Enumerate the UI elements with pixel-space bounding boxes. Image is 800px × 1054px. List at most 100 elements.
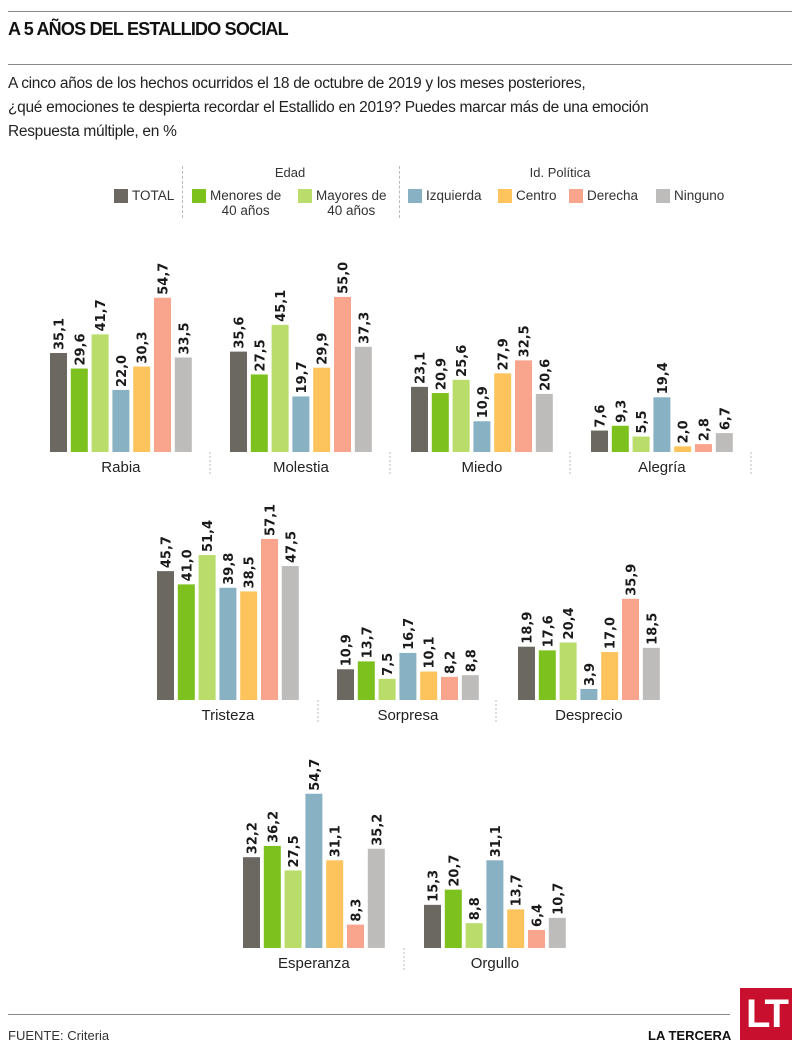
bar-alegria-3 bbox=[653, 397, 671, 452]
bar-miedo-3 bbox=[473, 421, 491, 452]
bar-value-label: 10,1 bbox=[423, 636, 438, 668]
bar-group-orgullo: 15,3 20,7 8,8 31,1 13,7 6,4 10,7 Orgullo bbox=[424, 825, 566, 972]
bar-value-label: 2,8 bbox=[698, 418, 713, 441]
bar-molestia-3 bbox=[292, 396, 310, 452]
bar-value-label: 35,9 bbox=[625, 564, 640, 596]
bar-orgullo-5 bbox=[528, 929, 545, 948]
bar-group-sorpresa: 10,9 13,7 7,5 16,7 10,1 8,2 8,8 Sorpresa bbox=[337, 618, 497, 724]
source-value: Criteria bbox=[67, 1028, 110, 1043]
bar-value-label: 18,5 bbox=[645, 613, 660, 645]
bar-value-label: 41,7 bbox=[94, 299, 109, 331]
bar-sorpresa-5 bbox=[441, 676, 458, 700]
bar-value-label: 3,9 bbox=[583, 663, 598, 686]
subtitle-line-3: Respuesta múltiple, en % bbox=[8, 123, 177, 140]
bar-value-label: 30,3 bbox=[136, 331, 151, 363]
bar-value-label: 25,6 bbox=[455, 345, 470, 377]
bar-alegria-4 bbox=[674, 446, 692, 452]
bar-value-label: 20,6 bbox=[538, 359, 553, 391]
bar-sorpresa-0 bbox=[337, 669, 354, 700]
bar-value-label: 51,4 bbox=[201, 520, 216, 552]
bar-value-label: 54,7 bbox=[157, 263, 172, 295]
bar-value-label: 35,1 bbox=[53, 318, 68, 350]
bar-group-tristeza: 45,7 41,0 51,4 39,8 38,5 57,1 47,5 Tristeza bbox=[157, 504, 319, 724]
bar-value-label: 47,5 bbox=[284, 531, 299, 563]
subtitle-line-1: A cinco años de los hechos ocurridos el … bbox=[8, 75, 586, 92]
bar-value-label: 17,6 bbox=[541, 615, 556, 647]
bar-sorpresa-3 bbox=[399, 652, 417, 700]
bar-value-label: 13,7 bbox=[360, 626, 375, 658]
legend-swatch-menores bbox=[192, 189, 206, 203]
bar-value-label: 23,1 bbox=[414, 352, 429, 384]
bar-value-label: 45,1 bbox=[274, 290, 289, 322]
bar-value-label: 19,4 bbox=[656, 362, 671, 394]
bar-esperanza-5 bbox=[347, 924, 364, 948]
bar-value-label: 5,5 bbox=[635, 410, 650, 433]
legend-swatch-izquierda bbox=[408, 189, 422, 203]
category-label: Molestia bbox=[273, 459, 330, 476]
bar-molestia-0 bbox=[230, 351, 247, 452]
bar-value-label: 8,8 bbox=[468, 897, 483, 920]
bar-group-desprecio: 18,9 17,6 20,4 3,9 17,0 35,9 18,5 Desprecio bbox=[518, 564, 660, 724]
bar-value-label: 8,2 bbox=[444, 651, 459, 674]
source-note: FUENTE: Criteria bbox=[8, 1028, 109, 1043]
category-label: Desprecio bbox=[555, 707, 623, 724]
category-label: Miedo bbox=[461, 459, 502, 476]
bar-value-label: 10,9 bbox=[476, 386, 491, 418]
bar-tristeza-0 bbox=[157, 571, 174, 700]
legend-label-mayores: Mayores de bbox=[316, 188, 387, 203]
category-label: Orgullo bbox=[471, 955, 519, 972]
bar-value-label: 38,5 bbox=[243, 556, 258, 588]
bar-sorpresa-2 bbox=[378, 678, 396, 700]
bar-desprecio-1 bbox=[538, 650, 556, 700]
bar-desprecio-4 bbox=[601, 652, 619, 700]
bar-alegria-5 bbox=[695, 444, 712, 452]
legend-label-izquierda: Izquierda bbox=[426, 188, 482, 203]
bar-tristeza-2 bbox=[198, 555, 216, 700]
bar-esperanza-0 bbox=[243, 857, 260, 948]
bar-value-label: 2,0 bbox=[677, 420, 692, 443]
bar-orgullo-4 bbox=[507, 909, 525, 948]
category-label: Alegría bbox=[638, 459, 686, 476]
legend-item-mayores: Mayores de 40 años bbox=[298, 188, 387, 218]
bar-value-label: 20,4 bbox=[562, 607, 577, 639]
bar-value-label: 36,2 bbox=[266, 811, 281, 843]
bar-charts: 35,1 29,6 41,7 22,0 30,3 54,7 33,5 Rabia 35,6 27,… bbox=[50, 262, 752, 972]
bar-value-label: 22,0 bbox=[115, 355, 130, 387]
chart-title: A 5 AÑOS DEL ESTALLIDO SOCIAL bbox=[8, 19, 289, 39]
bar-esperanza-1 bbox=[263, 845, 281, 948]
bar-value-label: 6,4 bbox=[531, 904, 546, 927]
bar-value-label: 7,5 bbox=[381, 653, 396, 676]
bar-value-label: 33,5 bbox=[177, 322, 192, 354]
footer-rule bbox=[8, 1014, 730, 1015]
bar-value-label: 55,0 bbox=[337, 262, 352, 294]
bar-sorpresa-4 bbox=[420, 671, 438, 700]
bar-value-label: 18,9 bbox=[521, 612, 536, 644]
bar-group-miedo: 23,1 20,9 25,6 10,9 27,9 32,5 20,6 Miedo bbox=[411, 325, 571, 476]
bar-rabia-3 bbox=[112, 389, 130, 452]
bar-orgullo-2 bbox=[465, 923, 483, 948]
legend-item-total: TOTAL bbox=[114, 188, 174, 203]
legend-item-derecha: Derecha bbox=[569, 188, 638, 203]
bar-group-alegria: 7,6 9,3 5,5 19,4 2,0 2,8 6,7 Alegría bbox=[591, 362, 752, 476]
legend-item-centro: Centro bbox=[498, 188, 557, 203]
legend-swatch-centro bbox=[498, 189, 512, 203]
bar-miedo-1 bbox=[431, 393, 449, 452]
bar-value-label: 13,7 bbox=[510, 874, 525, 906]
bar-tristeza-6 bbox=[281, 566, 299, 700]
bar-rabia-2 bbox=[91, 334, 109, 452]
bar-molestia-5 bbox=[334, 296, 351, 452]
legend-label-menores: Menores de bbox=[210, 188, 282, 203]
title-rule bbox=[8, 64, 792, 65]
bar-orgullo-3 bbox=[486, 860, 504, 948]
bar-value-label: 20,9 bbox=[434, 358, 449, 390]
legend-label-centro: Centro bbox=[516, 188, 557, 203]
bar-orgullo-0 bbox=[424, 904, 441, 948]
bar-orgullo-6 bbox=[548, 917, 566, 948]
legend-label-ninguno: Ninguno bbox=[674, 188, 725, 203]
brand-logo: LT bbox=[740, 988, 792, 1040]
bar-miedo-5 bbox=[515, 360, 532, 452]
bar-value-label: 35,6 bbox=[233, 317, 248, 349]
bar-esperanza-4 bbox=[326, 860, 344, 948]
bar-molestia-4 bbox=[313, 367, 331, 452]
bar-value-label: 27,5 bbox=[287, 835, 302, 867]
